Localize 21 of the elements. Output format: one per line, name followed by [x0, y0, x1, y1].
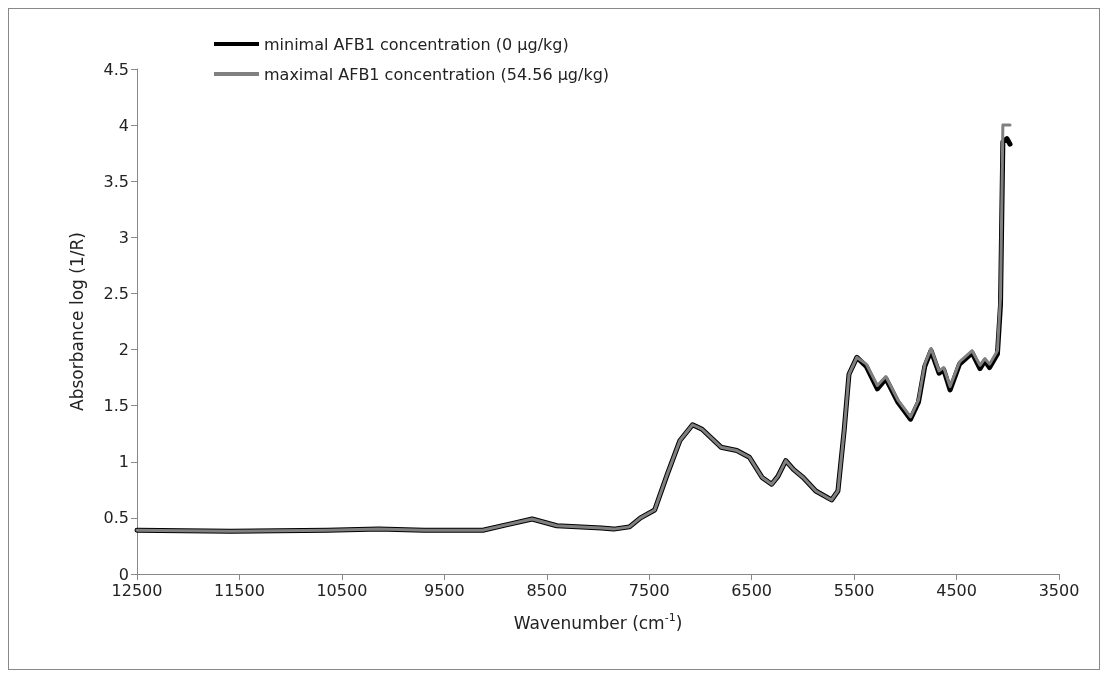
x-tick-label: 6500 [731, 580, 773, 600]
x-tick-label: 8500 [526, 580, 568, 600]
y-tick-label: 1.5 [103, 396, 129, 416]
legend-label: maximal AFB1 concentration (54.56 µg/kg) [264, 64, 610, 84]
x-tick-label: 9500 [423, 580, 465, 600]
x-tick-label: 5500 [833, 580, 875, 600]
y-tick-label: 0.5 [103, 508, 129, 528]
x-tick-label: 10500 [316, 580, 368, 600]
y-tick-label: 2 [118, 340, 129, 360]
x-tick-label: 11500 [213, 580, 265, 600]
y-tick-label: 2.5 [103, 283, 129, 303]
y-tick-label: 4 [118, 115, 129, 135]
y-axis-title: Absorbance log (1/R) [66, 232, 87, 411]
x-tick-label: 4500 [936, 580, 977, 600]
y-tick-label: 3 [118, 227, 129, 247]
x-tick-label: 7500 [628, 580, 670, 600]
y-tick-label: 1 [118, 452, 129, 472]
legend-label: minimal AFB1 concentration (0 µg/kg) [264, 34, 569, 54]
y-tick-label: 3.5 [103, 171, 129, 191]
y-tick-label: 4.5 [103, 59, 129, 79]
x-tick-label: 3500 [1038, 580, 1080, 600]
